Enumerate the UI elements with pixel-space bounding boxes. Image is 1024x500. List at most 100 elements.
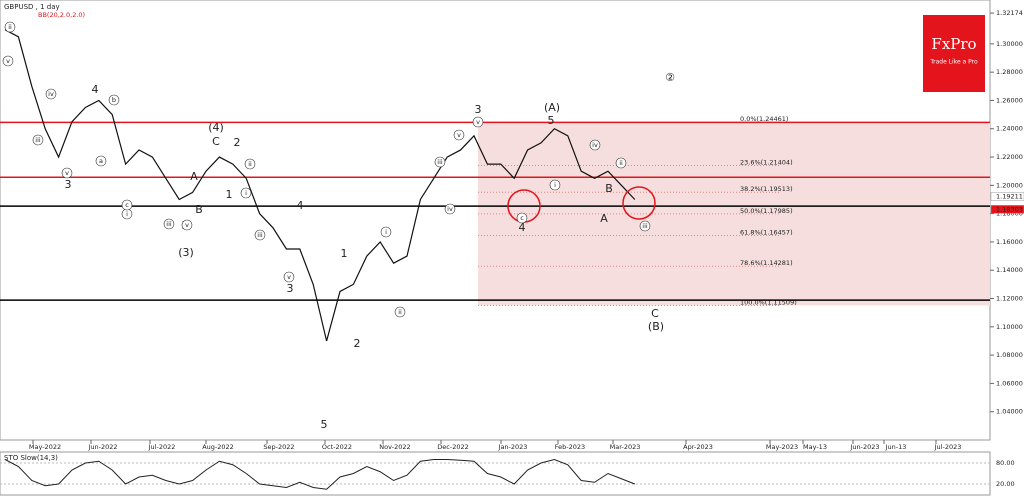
wave-label: i — [554, 181, 556, 189]
x-tick-label: Aug-2022 — [202, 443, 234, 451]
wave-circle — [45, 88, 57, 100]
wave-circle — [516, 212, 528, 224]
fib-label: 23.6%(1.21404) — [740, 158, 793, 166]
wave-label: i — [126, 210, 128, 218]
x-tick-label: Nov-2022 — [379, 443, 410, 451]
wave-label: C — [212, 135, 220, 148]
wave-label: 4 — [519, 221, 526, 234]
wave-label: iii — [642, 222, 648, 230]
wave-label: ii — [8, 23, 12, 31]
y-tick-label: 1.10000 — [996, 323, 1023, 331]
y-tick-label: 1.20000 — [996, 181, 1023, 189]
wave-label: i — [385, 228, 387, 236]
y-tick-label: 1.16000 — [996, 238, 1023, 246]
wave-circle — [639, 220, 651, 232]
wave-circle — [240, 187, 252, 199]
logo: FxPro Trade Like a Pro — [923, 15, 985, 92]
x-tick-label: May-2022 — [29, 443, 61, 451]
wave-label: 5 — [321, 418, 328, 431]
x-tick-label: Jun-2023 — [849, 443, 879, 451]
x-tick-label: Jun-13 — [885, 443, 907, 451]
y-tick-label: 1.28000 — [996, 68, 1023, 76]
y-tick-label: 1.24000 — [996, 125, 1023, 133]
wave-label: A — [600, 212, 608, 225]
wave-label: (B) — [648, 320, 664, 333]
wave-circle — [434, 156, 446, 168]
wave-circle — [32, 134, 44, 146]
wave-label: ② — [665, 71, 675, 84]
wave-circle — [163, 218, 175, 230]
wave-circle — [2, 55, 14, 67]
wave-circle — [549, 179, 561, 191]
wave-label: 4 — [297, 199, 304, 212]
price-marker-box — [990, 205, 1024, 214]
y-tick-label: 1.18000 — [996, 210, 1023, 218]
y-tick-label: 1.22000 — [996, 153, 1023, 161]
wave-label: 5 — [548, 114, 555, 127]
logo-tagline: Trade Like a Pro — [929, 59, 978, 66]
wave-circle — [61, 167, 73, 179]
wave-label: iii — [257, 231, 263, 239]
x-tick-label: Feb-2023 — [555, 443, 585, 451]
wave-circle — [394, 306, 406, 318]
wave-label: v — [185, 221, 189, 229]
fib-label: 0.0%(1.24461) — [740, 115, 788, 123]
x-tick-label: Sep-2022 — [263, 443, 294, 451]
oscillator-title: STO Slow(14,3) — [4, 454, 58, 462]
wave-label: b — [112, 96, 116, 104]
wave-label: iv — [48, 90, 54, 98]
x-tick-label: Mar-2023 — [610, 443, 641, 451]
wave-label: (A) — [544, 101, 560, 114]
wave-circle — [615, 157, 627, 169]
wave-circle — [121, 199, 133, 211]
x-tick-label: Jul-2023 — [934, 443, 962, 451]
wave-label: v — [6, 57, 10, 65]
wave-label: B — [605, 182, 613, 195]
wave-label: 4 — [92, 83, 99, 96]
wave-label: (4) — [208, 121, 224, 134]
wave-label: c — [520, 214, 524, 222]
wave-circle — [453, 129, 465, 141]
wave-circle — [254, 229, 266, 241]
indicator-label: BB(20,2.0,2.0) — [38, 11, 85, 19]
wave-label: i — [245, 189, 247, 197]
wave-label: (3) — [178, 246, 194, 259]
x-tick-label: Apr-2023 — [683, 443, 713, 451]
wave-label: 1 — [341, 247, 348, 260]
stochastic-line — [4, 458, 635, 490]
wave-circle — [108, 94, 120, 106]
y-tick-label: 1.04000 — [996, 408, 1023, 416]
fib-label: 78.6%(1.14281) — [740, 259, 793, 267]
y-tick-label: 1.08000 — [996, 351, 1023, 359]
wave-label: ii — [248, 160, 252, 168]
wave-label: 2 — [354, 337, 361, 350]
logo-background — [923, 15, 985, 92]
price-marker-box — [990, 192, 1024, 201]
wave-label: v — [457, 131, 461, 139]
y-tick-label: 1.32174 — [996, 9, 1023, 17]
wave-label: v — [476, 118, 480, 126]
wave-label: iv — [447, 205, 453, 213]
wave-circle — [444, 203, 456, 215]
x-tick-label: Jun-2022 — [87, 443, 117, 451]
wave-label: ii — [619, 159, 623, 167]
wave-circle — [95, 155, 107, 167]
wave-label: c — [125, 201, 129, 209]
y-tick-label: 1.12000 — [996, 295, 1023, 303]
wave-label: A — [190, 170, 198, 183]
wave-circle — [380, 226, 392, 238]
wave-label: iv — [592, 141, 598, 149]
wave-label: C — [651, 307, 659, 320]
wave-label: 2 — [234, 136, 241, 149]
x-tick-label: Jan-2023 — [498, 443, 528, 451]
x-tick-label: Dec-2022 — [437, 443, 468, 451]
wave-label: v — [65, 169, 69, 177]
wave-label: iii — [437, 158, 443, 166]
wave-circle — [589, 139, 601, 151]
wave-label: B — [195, 203, 203, 216]
x-tick-label: Oct-2022 — [322, 443, 352, 451]
chart-title: GBPUSD , 1 day — [4, 3, 60, 11]
y-tick-label: 1.26000 — [996, 96, 1023, 104]
wave-circle — [283, 271, 295, 283]
